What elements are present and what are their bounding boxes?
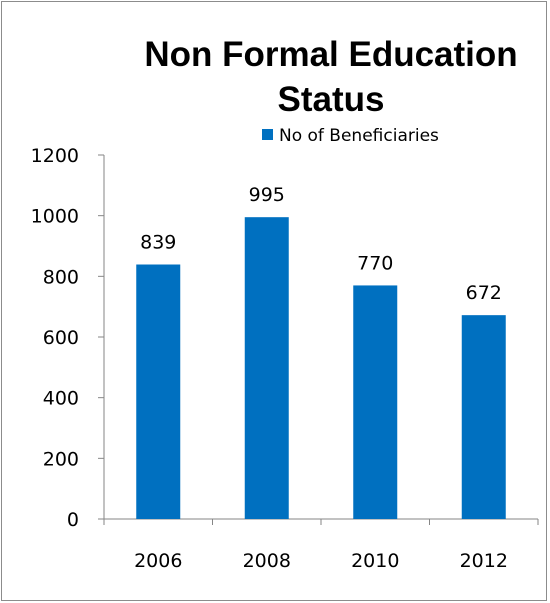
y-tick-label: 1200 [31,145,79,167]
bar-2006 [136,264,181,519]
y-tick-label: 0 [67,509,79,531]
data-labels: 839 995 770 672 [140,184,502,304]
data-label-2010: 770 [357,252,393,274]
y-tick-label: 800 [43,266,79,288]
legend-label: No of Beneficiaries [279,126,439,146]
data-label-2008: 995 [249,184,285,206]
y-tick-label: 400 [43,388,79,410]
bar-2012 [461,315,506,519]
x-tick-label-2006: 2006 [134,550,182,572]
data-label-2012: 672 [466,282,502,304]
bar-2010 [353,285,398,519]
y-tick-label: 200 [43,448,79,470]
bars [136,217,506,519]
y-tick-label: 600 [43,327,79,349]
data-label-2006: 839 [140,232,176,254]
chart-title-line-1: Non Formal Education [144,35,517,74]
axes: 0 200 400 600 800 1000 1200 2006 2008 2010 2012 [31,145,539,572]
bar-2008 [244,217,289,519]
chart-title-line-2: Status [278,80,385,119]
legend-swatch [262,129,273,140]
x-tick-label-2010: 2010 [351,550,399,572]
x-tick-label-2012: 2012 [460,550,508,572]
x-tick-label-2008: 2008 [243,550,291,572]
y-tick-label: 1000 [31,206,79,228]
